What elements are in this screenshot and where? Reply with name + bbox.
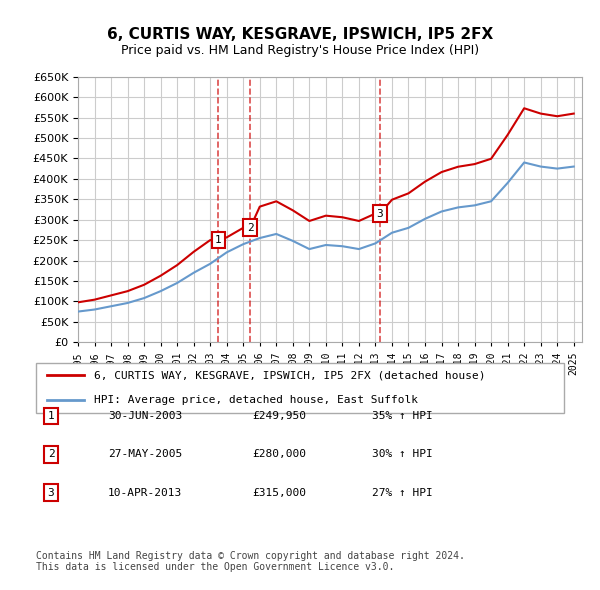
Text: 6, CURTIS WAY, KESGRAVE, IPSWICH, IP5 2FX (detached house): 6, CURTIS WAY, KESGRAVE, IPSWICH, IP5 2F… [94,371,485,381]
Text: 10-APR-2013: 10-APR-2013 [108,488,182,497]
Text: 6, CURTIS WAY, KESGRAVE, IPSWICH, IP5 2FX: 6, CURTIS WAY, KESGRAVE, IPSWICH, IP5 2F… [107,27,493,41]
Text: 30-JUN-2003: 30-JUN-2003 [108,411,182,421]
Text: £280,000: £280,000 [252,450,306,459]
Text: Price paid vs. HM Land Registry's House Price Index (HPI): Price paid vs. HM Land Registry's House … [121,44,479,57]
FancyBboxPatch shape [36,363,564,413]
Text: £315,000: £315,000 [252,488,306,497]
Text: 27% ↑ HPI: 27% ↑ HPI [372,488,433,497]
Text: 1: 1 [47,411,55,421]
Text: 1: 1 [215,235,222,245]
Text: 2: 2 [247,223,254,233]
Text: 30% ↑ HPI: 30% ↑ HPI [372,450,433,459]
Text: HPI: Average price, detached house, East Suffolk: HPI: Average price, detached house, East… [94,395,418,405]
Text: 3: 3 [377,208,383,218]
Text: 3: 3 [47,488,55,497]
Text: Contains HM Land Registry data © Crown copyright and database right 2024.
This d: Contains HM Land Registry data © Crown c… [36,550,465,572]
Text: 27-MAY-2005: 27-MAY-2005 [108,450,182,459]
Text: £249,950: £249,950 [252,411,306,421]
Text: 35% ↑ HPI: 35% ↑ HPI [372,411,433,421]
Text: 2: 2 [47,450,55,459]
